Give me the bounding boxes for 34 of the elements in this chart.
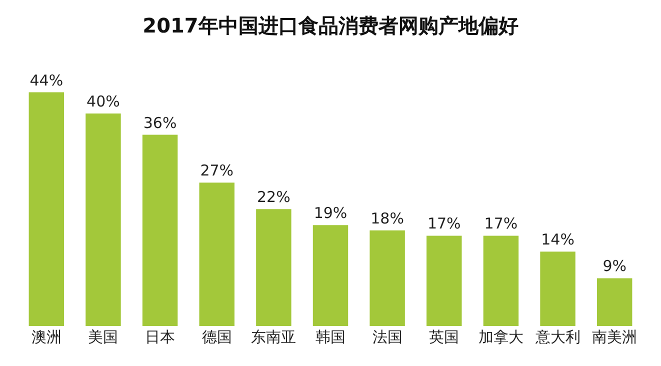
bar	[86, 114, 121, 326]
x-tick-label: 日本	[145, 328, 176, 346]
x-tick-label: 德国	[202, 328, 232, 346]
chart-title: 2017年中国进口食品消费者网购产地偏好	[142, 13, 518, 38]
bar	[596, 278, 632, 326]
data-label: 36%	[143, 114, 177, 132]
x-tick-label: 加拿大	[478, 328, 524, 346]
data-label: 40%	[86, 92, 120, 111]
x-tick-label: 南美洲	[592, 328, 638, 346]
x-tick-label: 澳洲	[31, 328, 62, 346]
x-tick-label: 英国	[429, 328, 460, 346]
data-label: 18%	[370, 209, 404, 228]
bar	[426, 236, 462, 326]
data-label: 22%	[257, 188, 290, 206]
bar	[483, 236, 519, 326]
bar	[370, 230, 405, 326]
data-label: 17%	[484, 214, 518, 233]
bar	[142, 134, 178, 326]
data-label: 9%	[602, 257, 626, 276]
x-tick-label: 法国	[372, 328, 402, 346]
bar	[540, 252, 576, 326]
x-tick-label: 韩国	[316, 328, 346, 346]
data-label: 14%	[541, 230, 574, 249]
data-label: 27%	[200, 162, 234, 180]
x-tick-label: 东南亚	[251, 328, 296, 346]
bar	[256, 209, 292, 326]
bar	[312, 225, 348, 326]
x-tick-label: 意大利	[534, 328, 580, 346]
bar	[199, 182, 234, 326]
x-tick-label: 美国	[88, 328, 118, 346]
data-label: 44%	[30, 71, 64, 90]
bar	[28, 92, 64, 326]
data-label: 17%	[427, 214, 461, 233]
data-label: 19%	[314, 204, 348, 222]
